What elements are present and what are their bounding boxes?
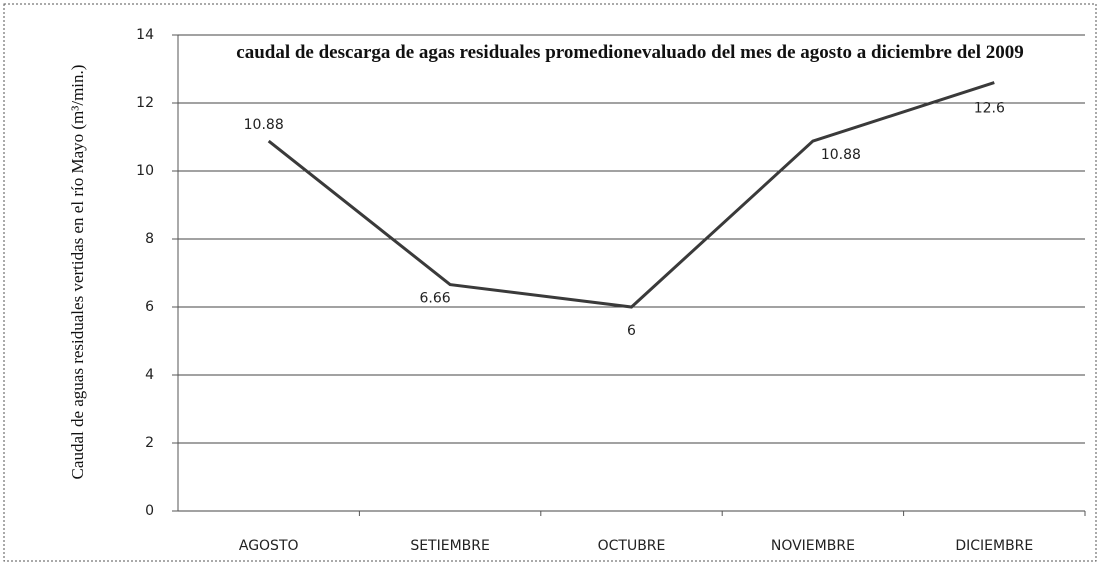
x-tick-label: AGOSTO [239, 538, 299, 554]
data-label: 6.66 [420, 291, 451, 307]
y-tick-label: 2 [145, 435, 154, 451]
data-label: 10.88 [821, 147, 861, 163]
y-tick-label: 10 [136, 163, 154, 179]
y-tick-label: 4 [145, 367, 154, 383]
y-tick-label: 8 [145, 231, 154, 247]
y-tick-label: 0 [145, 503, 154, 519]
data-label: 10.88 [244, 117, 284, 133]
y-axis-label: Caudal de aguas residuales vertidas en e… [68, 64, 87, 480]
data-label: 12.6 [974, 101, 1005, 117]
data-line [267, 81, 995, 309]
x-tick-label: NOVIEMBRE [771, 538, 855, 554]
chart-title: caudal de descarga de agas residuales pr… [236, 42, 1024, 63]
x-tick-label: OCTUBRE [598, 538, 666, 554]
y-tick-label: 14 [136, 27, 154, 43]
y-tick-label: 12 [136, 95, 154, 111]
data-label: 6 [627, 323, 636, 339]
y-tick-label: 6 [145, 299, 154, 315]
x-tick-label: DICIEMBRE [955, 538, 1033, 554]
chart-border [3, 3, 1097, 562]
x-tick-label: SETIEMBRE [410, 538, 490, 554]
